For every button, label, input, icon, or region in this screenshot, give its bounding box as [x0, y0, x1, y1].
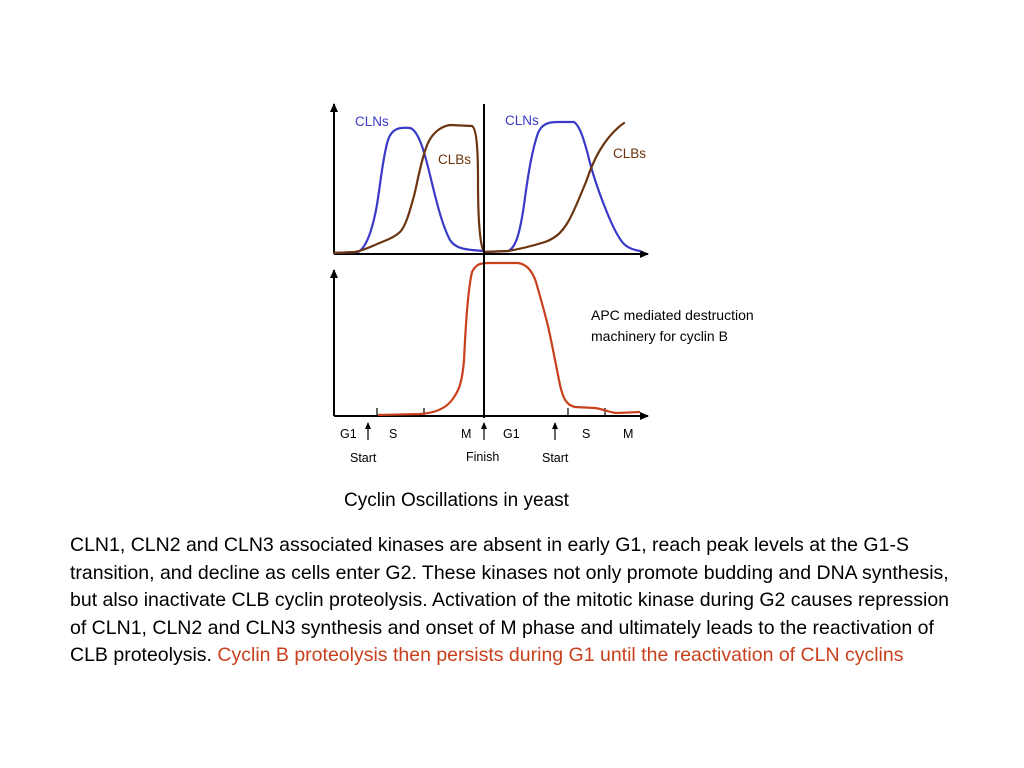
phase-labels: G1 S M G1 S M: [340, 427, 633, 441]
apc-annotation-line-2: machinery for cyclin B: [591, 328, 728, 344]
description-paragraph: CLN1, CLN2 and CLN3 associated kinases a…: [70, 532, 970, 670]
top-panel-curves: [332, 120, 642, 255]
phase-m-1: M: [461, 427, 471, 441]
cln-curve-2: [482, 120, 642, 254]
figure-caption: Cyclin Oscillations in yeast: [344, 490, 569, 511]
label-clbs-2: CLBs: [613, 146, 646, 161]
phase-m-2: M: [623, 427, 633, 441]
phase-s-2: S: [582, 427, 590, 441]
apc-curve: [377, 261, 641, 417]
description-text: CLN1, CLN2 and CLN3 associated kinases a…: [70, 534, 950, 667]
label-clbs-1: CLBs: [438, 152, 471, 167]
phase-g1-1: G1: [340, 427, 357, 441]
cln-curve-1: [332, 126, 486, 255]
clb-curve-2: [482, 121, 626, 254]
clb-curve-1: [332, 123, 486, 255]
bottom-panel-axes: [330, 269, 649, 420]
event-finish: Finish: [466, 450, 499, 464]
event-start-2: Start: [542, 451, 569, 465]
event-start-1: Start: [350, 451, 377, 465]
apc-annotation-line-1: APC mediated destruction: [591, 307, 754, 323]
description-highlight: Cyclin B proteolysis then persists durin…: [217, 644, 904, 667]
event-labels: Start Finish Start: [350, 450, 569, 465]
top-panel-labels: CLNs CLBs CLNs CLBs: [355, 113, 646, 167]
phase-g1-2: G1: [503, 427, 520, 441]
label-clns-1: CLNs: [355, 114, 389, 129]
apc-annotation: APC mediated destruction machinery for c…: [591, 307, 758, 344]
top-panel-axes: [330, 103, 649, 258]
cyclin-oscillation-diagram: CLNs CLBs CLNs CLBs APC mediated destruc…: [330, 103, 758, 465]
event-arrows: [365, 422, 558, 440]
label-clns-2: CLNs: [505, 113, 539, 128]
phase-s-1: S: [389, 427, 397, 441]
